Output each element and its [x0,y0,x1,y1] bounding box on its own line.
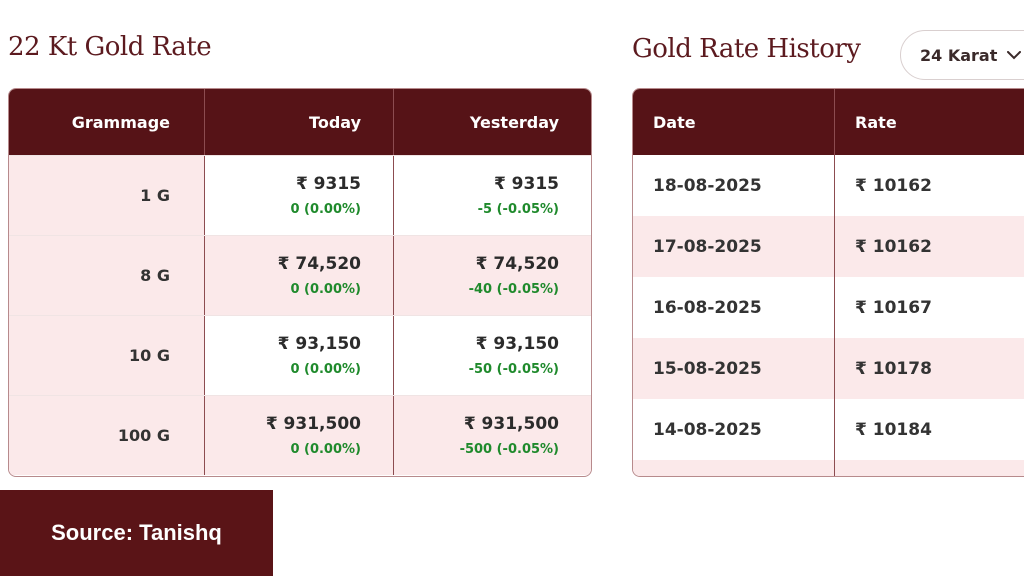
table-row: 10 G ₹ 93,150 0 (0.00%) ₹ 93,150 -50 (-0… [9,315,591,395]
header-rate: Rate [855,112,897,132]
gold-rate-table-header: Grammage Today Yesterday [9,89,591,155]
yesterday-price: ₹ 93,150 [475,334,559,354]
rate-cell: ₹ 10167 [835,277,1024,338]
today-change: 0 (0.00%) [290,442,361,457]
table-row: 17-08-2025 ₹ 10162 [633,216,1024,277]
yesterday-change: -500 (-0.05%) [459,442,559,457]
gold-rate-table: Grammage Today Yesterday 1 G ₹ 9315 0 (0… [8,88,592,477]
yesterday-price: ₹ 9315 [493,174,559,194]
today-price: ₹ 9315 [295,174,361,194]
rate-cell: ₹ 10162 [835,155,1024,216]
rate-cell: ₹ 10178 [835,338,1024,399]
date-cell: 14-08-2025 [633,399,836,460]
yesterday-price: ₹ 931,500 [463,414,559,434]
table-row: 14-08-2025 ₹ 10184 [633,399,1024,460]
date-cell: 17-08-2025 [633,216,836,277]
yesterday-cell: ₹ 93,150 -50 (-0.05%) [394,316,591,395]
today-cell: ₹ 93,150 0 (0.00%) [205,316,394,395]
table-row: 16-08-2025 ₹ 10167 [633,277,1024,338]
date-cell: 16-08-2025 [633,277,836,338]
table-row: 15-08-2025 ₹ 10178 [633,338,1024,399]
today-price: ₹ 74,520 [277,254,361,274]
yesterday-change: -5 (-0.05%) [477,202,559,217]
today-price: ₹ 931,500 [265,414,361,434]
today-change: 0 (0.00%) [290,282,361,297]
today-change: 0 (0.00%) [290,362,361,377]
date-cell [633,460,836,476]
yesterday-price: ₹ 74,520 [475,254,559,274]
today-cell: ₹ 9315 0 (0.00%) [205,156,394,235]
header-today: Today [205,89,394,155]
table-row: 100 G ₹ 931,500 0 (0.00%) ₹ 931,500 -500… [9,395,591,475]
gold-rate-title: 22 Kt Gold Rate [8,32,212,62]
grammage-cell: 8 G [9,236,205,315]
yesterday-change: -50 (-0.05%) [468,362,559,377]
today-price: ₹ 93,150 [277,334,361,354]
table-row: 1 G ₹ 9315 0 (0.00%) ₹ 9315 -5 (-0.05%) [9,155,591,235]
rate-cell [835,460,1024,476]
gold-rate-history-title: Gold Rate History [632,34,861,64]
gold-rate-history-table: Date Rate 18-08-2025 ₹ 10162 17-08-2025 … [632,88,1024,477]
rate-cell: ₹ 10184 [835,399,1024,460]
grammage-cell: 1 G [9,156,205,235]
header-date: Date [633,89,836,155]
rate-cell: ₹ 10162 [835,216,1024,277]
today-change: 0 (0.00%) [290,202,361,217]
source-badge: Source: Tanishq [0,490,273,576]
grammage-cell: 10 G [9,316,205,395]
yesterday-cell: ₹ 9315 -5 (-0.05%) [394,156,591,235]
grammage-cell: 100 G [9,396,205,475]
karat-select[interactable]: 24 Karat [900,30,1024,80]
yesterday-cell: ₹ 931,500 -500 (-0.05%) [394,396,591,475]
yesterday-cell: ₹ 74,520 -40 (-0.05%) [394,236,591,315]
table-row-partial [633,460,1024,476]
header-grammage: Grammage [9,89,205,155]
table-row: 18-08-2025 ₹ 10162 [633,155,1024,216]
today-cell: ₹ 931,500 0 (0.00%) [205,396,394,475]
yesterday-change: -40 (-0.05%) [468,282,559,297]
chevron-down-icon [1007,50,1022,60]
date-cell: 15-08-2025 [633,338,836,399]
today-cell: ₹ 74,520 0 (0.00%) [205,236,394,315]
karat-select-value: 24 Karat [920,45,998,65]
table-row: 8 G ₹ 74,520 0 (0.00%) ₹ 74,520 -40 (-0.… [9,235,591,315]
date-cell: 18-08-2025 [633,155,836,216]
header-yesterday: Yesterday [469,112,559,132]
history-table-header: Date Rate [633,89,1024,155]
